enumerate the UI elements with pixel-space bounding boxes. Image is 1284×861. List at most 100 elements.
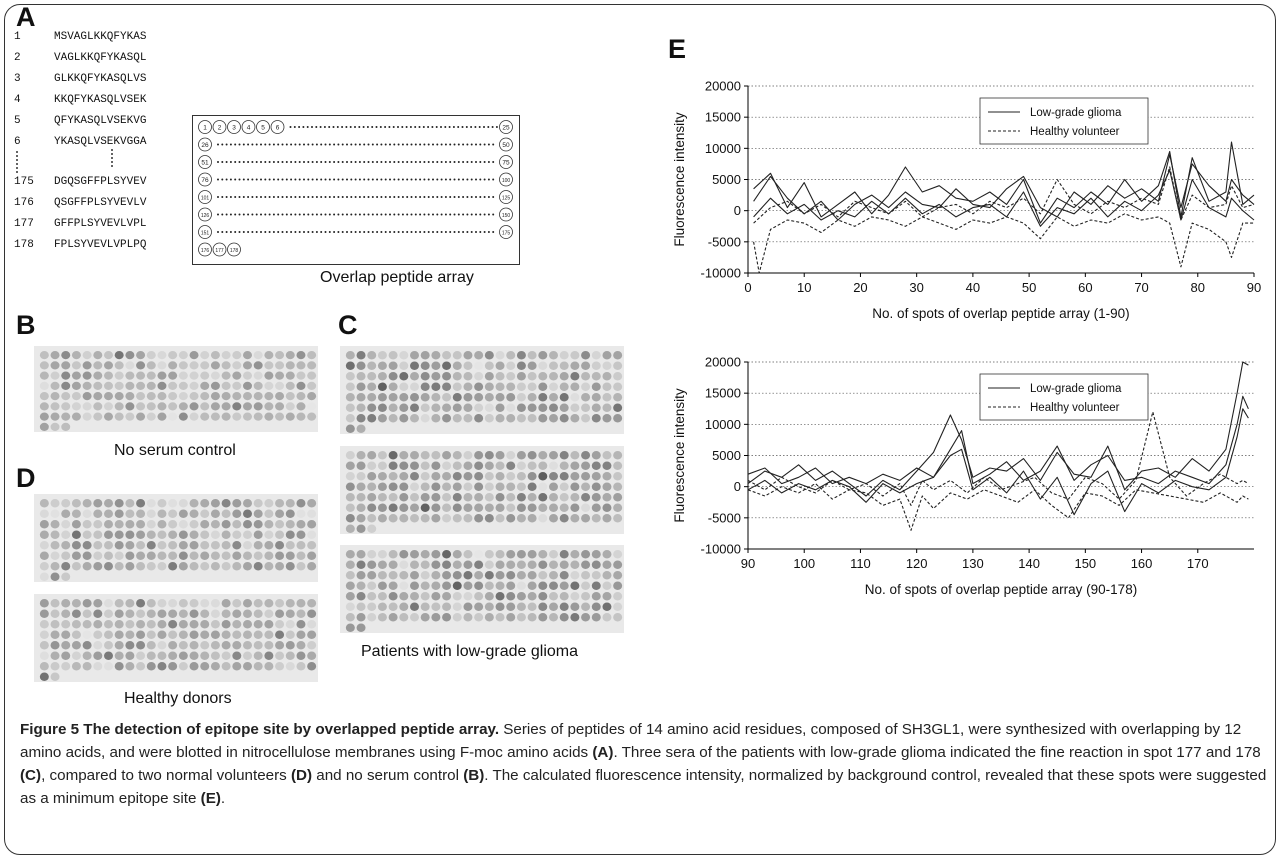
figure-caption: Figure 5 The detection of epitope site b… (20, 718, 1270, 810)
array-spot-label: 50 (502, 142, 510, 149)
sequence-number: 177 (14, 218, 34, 230)
sequence-text: YKASQLVSEKVGGA (54, 136, 147, 148)
x-axis-label: No. of spots of overlap peptide array (1… (872, 306, 1129, 321)
array-spot-label: 25 (502, 124, 510, 131)
array-spot-circle (198, 137, 212, 152)
array-dotted-row (217, 196, 495, 198)
x-tick-label: 10 (797, 280, 811, 295)
caption-text: and no serum control (312, 767, 464, 784)
array-spot-label: 178 (230, 248, 239, 254)
x-tick-label: 60 (1078, 280, 1092, 295)
sequence-row: 176 QSGFFPLSYVEVLV (14, 197, 146, 209)
x-tick-label: 40 (966, 280, 980, 295)
array-spot-circle (499, 225, 513, 239)
y-tick-label: 10000 (705, 417, 741, 432)
membrane-blot-patient-1 (340, 346, 624, 434)
sequence-text: DGQSGFFPLSYVEV (54, 176, 147, 188)
x-tick-label: 170 (1187, 556, 1209, 571)
sequence-row: 5 QFYKASQLVSEKVG (14, 115, 146, 127)
array-dotted-row (289, 126, 498, 128)
series-line-2 (747, 395, 1249, 485)
sequence-row: 3 GLKKQFYKASQLVS (14, 73, 146, 85)
sequence-number: 178 (14, 239, 34, 251)
caption-text: . Three sera of the patients with low-gr… (613, 744, 1261, 761)
array-spot-circle (499, 120, 513, 134)
blot-spots (340, 446, 624, 534)
series-line-4 (753, 213, 1254, 274)
sequence-text: QFYKASQLVSEKVG (54, 115, 147, 127)
sequence-row: 1 MSVAGLKKQFYKAS (14, 31, 146, 43)
sequence-row: 6 YKASQLVSEKVGGA (14, 136, 146, 148)
array-spot-label: 26 (201, 142, 209, 149)
y-axis-label: Fluorescence intensity (672, 388, 687, 523)
array-spot-circle (270, 120, 285, 134)
array-spot-circle (499, 137, 513, 152)
array-spot-label: 2 (218, 124, 222, 131)
y-tick-label: 5000 (712, 448, 741, 463)
legend-box (979, 97, 1149, 145)
array-dotted-row (217, 178, 495, 181)
sequence-text: MSVAGLKKQFYKAS (54, 31, 147, 43)
array-spot-circle (256, 120, 270, 134)
caption-ref-c: (C) (20, 767, 42, 784)
y-tick-label: 20000 (705, 355, 741, 370)
caption-text: Series of peptides of 14 amino acid resi… (20, 721, 1242, 761)
y-tick-label: 5000 (712, 172, 741, 187)
array-spot-label: 4 (247, 124, 251, 131)
array-spot-circle (198, 155, 212, 169)
series-line-2 (753, 154, 1255, 221)
y-tick-label: -5000 (708, 234, 741, 249)
x-tick-label: 150 (1074, 556, 1096, 571)
array-spot-label: 151 (201, 230, 210, 236)
x-tick-label: 90 (1247, 280, 1261, 295)
array-spot-circle (198, 120, 212, 134)
array-spot-circle (499, 207, 513, 222)
sequence-number: 1 (14, 31, 21, 43)
series-line-4 (747, 483, 1249, 531)
caption-ref-e: (E) (200, 790, 221, 807)
array-spot-label: 126 (201, 213, 210, 219)
x-axis-label: No. of spots of overlap peptide array (9… (865, 582, 1137, 597)
x-tick-label: 100 (793, 556, 815, 571)
array-spot-circle (198, 207, 212, 222)
array-spot-circle (198, 190, 212, 204)
series-line-5 (747, 411, 1249, 506)
y-tick-label: 15000 (705, 386, 741, 401)
array-spot-circle (227, 120, 241, 134)
sequence-row: 2 VAGLKKQFYKASQL (14, 52, 146, 64)
legend-label: Healthy volunteer (1030, 402, 1120, 414)
array-spot-label: 1 (203, 124, 207, 131)
sequence-number: 175 (14, 176, 34, 188)
caption-text: , compared to two normal volunteers (41, 767, 291, 784)
healthy-donors-caption: Healthy donors (124, 690, 232, 707)
blot-spots (340, 346, 624, 434)
blot-spots (34, 594, 318, 682)
blot-spots (340, 545, 624, 633)
array-spot-label: 101 (201, 195, 210, 201)
series-line-1 (747, 361, 1249, 497)
array-spot-circle (212, 120, 227, 134)
y-tick-label: -10000 (701, 266, 741, 281)
sequence-number: 4 (14, 94, 21, 106)
array-spot-label: 76 (201, 177, 209, 184)
sequence-text: GFFPLSYVEVLVPL (54, 218, 147, 230)
blot-spots (34, 494, 318, 582)
array-dotted-row (217, 161, 495, 163)
array-spot-circle (227, 242, 241, 257)
array-spot-circle (198, 225, 212, 239)
array-spot-label: 175 (502, 230, 511, 236)
series-line-5 (753, 166, 1255, 224)
array-spot-label: 177 (215, 248, 224, 254)
membrane-blot-no-serum (34, 346, 318, 432)
x-tick-label: 80 (1191, 280, 1205, 295)
sequence-row: 175 DGQSGFFPLSYVEV (14, 176, 146, 188)
x-tick-label: 50 (1022, 280, 1036, 295)
x-tick-label: 30 (909, 280, 923, 295)
x-tick-label: 90 (741, 556, 755, 571)
array-caption: Overlap peptide array (320, 269, 474, 286)
x-tick-label: 130 (962, 556, 984, 571)
array-spot-circle (198, 172, 212, 187)
x-tick-label: 0 (744, 280, 751, 295)
x-tick-label: 140 (1018, 556, 1040, 571)
membrane-blot-patient-2 (340, 446, 624, 534)
